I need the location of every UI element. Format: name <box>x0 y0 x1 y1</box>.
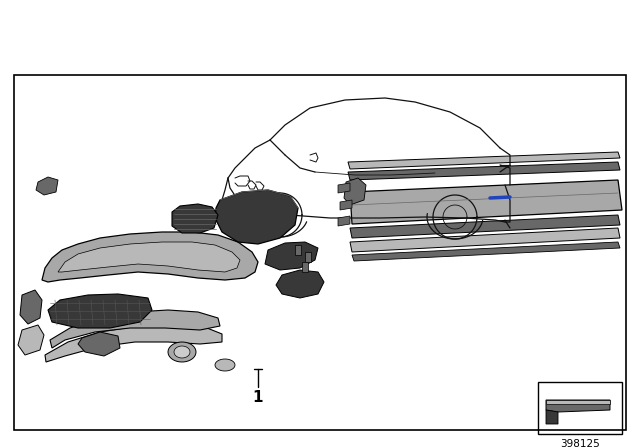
Polygon shape <box>546 400 610 404</box>
Polygon shape <box>546 410 558 424</box>
Polygon shape <box>58 242 240 272</box>
Polygon shape <box>340 200 352 210</box>
Polygon shape <box>338 183 350 193</box>
Polygon shape <box>302 262 308 272</box>
Polygon shape <box>348 162 620 180</box>
Polygon shape <box>215 359 235 371</box>
Polygon shape <box>305 252 311 262</box>
Polygon shape <box>546 400 610 412</box>
Polygon shape <box>20 290 42 324</box>
Text: 1: 1 <box>253 389 263 405</box>
Polygon shape <box>36 177 58 195</box>
Polygon shape <box>276 270 324 298</box>
Polygon shape <box>350 180 622 224</box>
Polygon shape <box>344 178 366 205</box>
Polygon shape <box>48 294 152 328</box>
Polygon shape <box>348 152 620 169</box>
Text: 398125: 398125 <box>560 439 600 448</box>
Bar <box>538 382 622 434</box>
Polygon shape <box>350 215 620 238</box>
Polygon shape <box>50 310 220 348</box>
Polygon shape <box>172 204 218 233</box>
Polygon shape <box>352 242 620 261</box>
Polygon shape <box>350 228 620 252</box>
Polygon shape <box>42 232 258 282</box>
Polygon shape <box>215 190 298 244</box>
Polygon shape <box>174 346 190 358</box>
Polygon shape <box>45 324 222 362</box>
Polygon shape <box>295 245 301 255</box>
Polygon shape <box>265 242 318 270</box>
Polygon shape <box>78 332 120 356</box>
Polygon shape <box>18 325 44 355</box>
Polygon shape <box>168 342 196 362</box>
Polygon shape <box>338 216 350 226</box>
Bar <box>14 75 626 430</box>
